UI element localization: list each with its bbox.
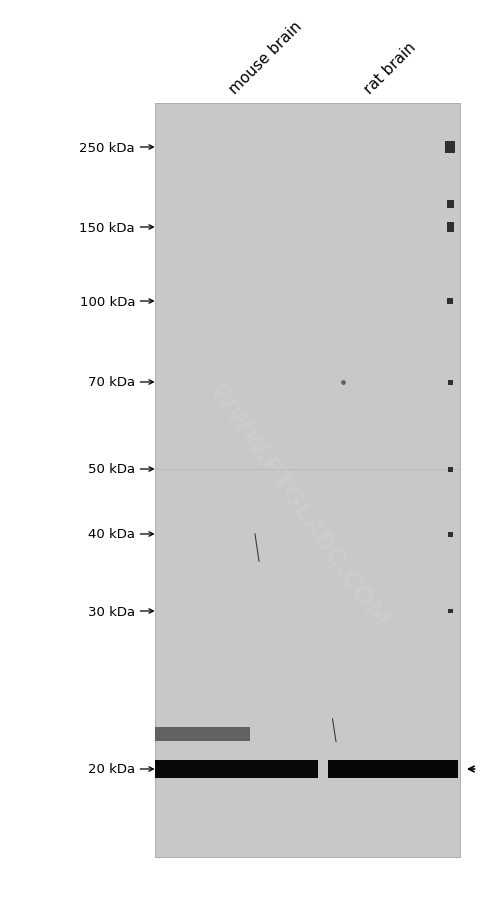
Bar	[328, 760, 458, 778]
Bar	[155, 727, 250, 741]
Text: 250 kDa: 250 kDa	[80, 142, 135, 154]
Bar	[448, 532, 452, 537]
Text: 100 kDa: 100 kDa	[80, 295, 135, 308]
Text: rat brain: rat brain	[362, 41, 419, 97]
Bar	[448, 467, 452, 472]
Bar	[447, 299, 453, 305]
Text: 30 kDa: 30 kDa	[88, 605, 135, 618]
Text: 150 kDa: 150 kDa	[80, 221, 135, 235]
Text: mouse brain: mouse brain	[227, 19, 305, 97]
Bar	[155, 104, 460, 857]
Bar	[448, 380, 452, 385]
Text: 70 kDa: 70 kDa	[88, 376, 135, 389]
Text: 50 kDa: 50 kDa	[88, 463, 135, 476]
Bar	[445, 142, 455, 154]
Bar	[446, 201, 454, 208]
Bar	[448, 610, 452, 613]
Text: 20 kDa: 20 kDa	[88, 763, 135, 776]
Text: WWW.PTGLABC.COM: WWW.PTGLABC.COM	[204, 379, 391, 631]
Bar	[446, 223, 454, 233]
Bar	[155, 760, 318, 778]
Text: 40 kDa: 40 kDa	[88, 528, 135, 541]
